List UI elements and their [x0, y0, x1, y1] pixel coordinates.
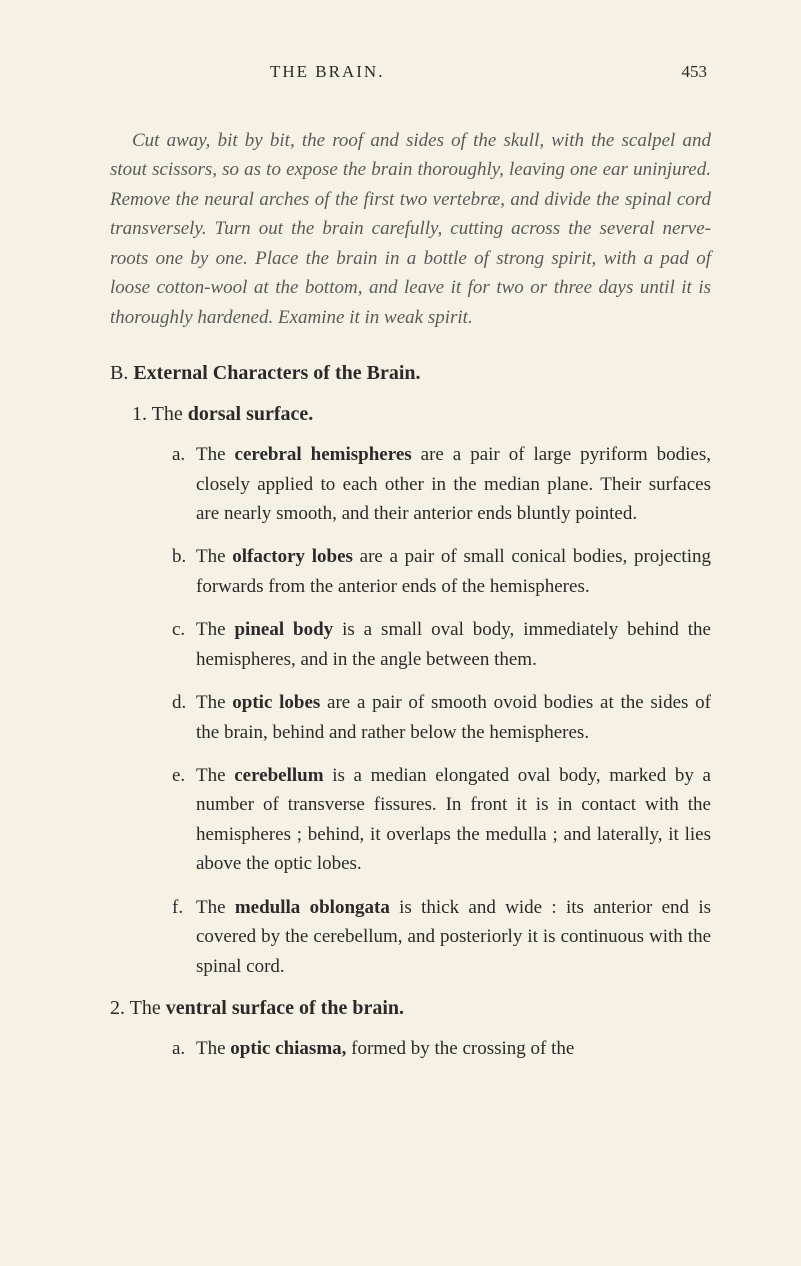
c-pre: The — [196, 619, 234, 640]
f-bold: medulla oblongata — [235, 897, 390, 918]
item-c: c.The pineal body is a small oval body, … — [172, 615, 711, 674]
page-header: THE BRAIN. 453 — [110, 62, 711, 82]
intro-text: Cut away, bit by bit, the roof and sides… — [110, 126, 711, 332]
intro-paragraph: Cut away, bit by bit, the roof and sides… — [110, 126, 711, 332]
letter-list-1: a.The cerebral hemispheres are a pair of… — [172, 440, 711, 981]
a-pre: The — [196, 444, 235, 465]
letter-b: b. — [172, 542, 196, 571]
page-number: 453 — [682, 62, 708, 82]
b-pre: The — [196, 546, 232, 567]
item-2-num: 2. — [110, 997, 125, 1019]
d-pre: The — [196, 692, 232, 713]
item-1: 1. The dorsal surface. — [132, 403, 711, 426]
letter-e: e. — [172, 761, 196, 790]
item-d: d.The optic lobes are a pair of smooth o… — [172, 688, 711, 747]
item-1-bold: dorsal surface. — [188, 403, 314, 425]
item-2-pre: The — [130, 997, 166, 1019]
section-title: External Characters of the Brain. — [133, 362, 420, 384]
item-f: f.The medulla oblongata is thick and wid… — [172, 893, 711, 981]
item-e: e.The cerebellum is a median elongated o… — [172, 761, 711, 879]
section-b-heading: B. External Characters of the Brain. — [110, 362, 711, 385]
item-2-bold: ventral surface of the brain. — [166, 997, 404, 1019]
f-pre: The — [196, 897, 235, 918]
b-bold: olfactory lobes — [232, 546, 353, 567]
2a-bold: optic chiasma, — [230, 1038, 346, 1059]
item-1-num: 1. — [132, 403, 147, 425]
letter-d: d. — [172, 688, 196, 717]
2a-pre: The — [196, 1038, 230, 1059]
item-1-pre: The — [152, 403, 188, 425]
letter-c: c. — [172, 615, 196, 644]
letter-list-2: a.The optic chiasma, formed by the cross… — [172, 1034, 711, 1063]
item-b: b.The olfactory lobes are a pair of smal… — [172, 542, 711, 601]
letter-f: f. — [172, 893, 196, 922]
item-2: 2. The ventral surface of the brain. — [110, 997, 711, 1020]
letter-a: a. — [172, 440, 196, 469]
letter-2a: a. — [172, 1034, 196, 1063]
2a-post: formed by the crossing of the — [346, 1038, 574, 1059]
e-pre: The — [196, 765, 234, 786]
running-title: THE BRAIN. — [270, 62, 384, 82]
e-bold: cerebellum — [234, 765, 323, 786]
c-bold: pineal body — [234, 619, 333, 640]
page: THE BRAIN. 453 Cut away, bit by bit, the… — [0, 0, 801, 1118]
item-a: a.The cerebral hemispheres are a pair of… — [172, 440, 711, 528]
section-label: B. — [110, 362, 128, 384]
item-2a: a.The optic chiasma, formed by the cross… — [172, 1034, 711, 1063]
a-bold: cerebral hemispheres — [235, 444, 412, 465]
d-bold: optic lobes — [232, 692, 320, 713]
